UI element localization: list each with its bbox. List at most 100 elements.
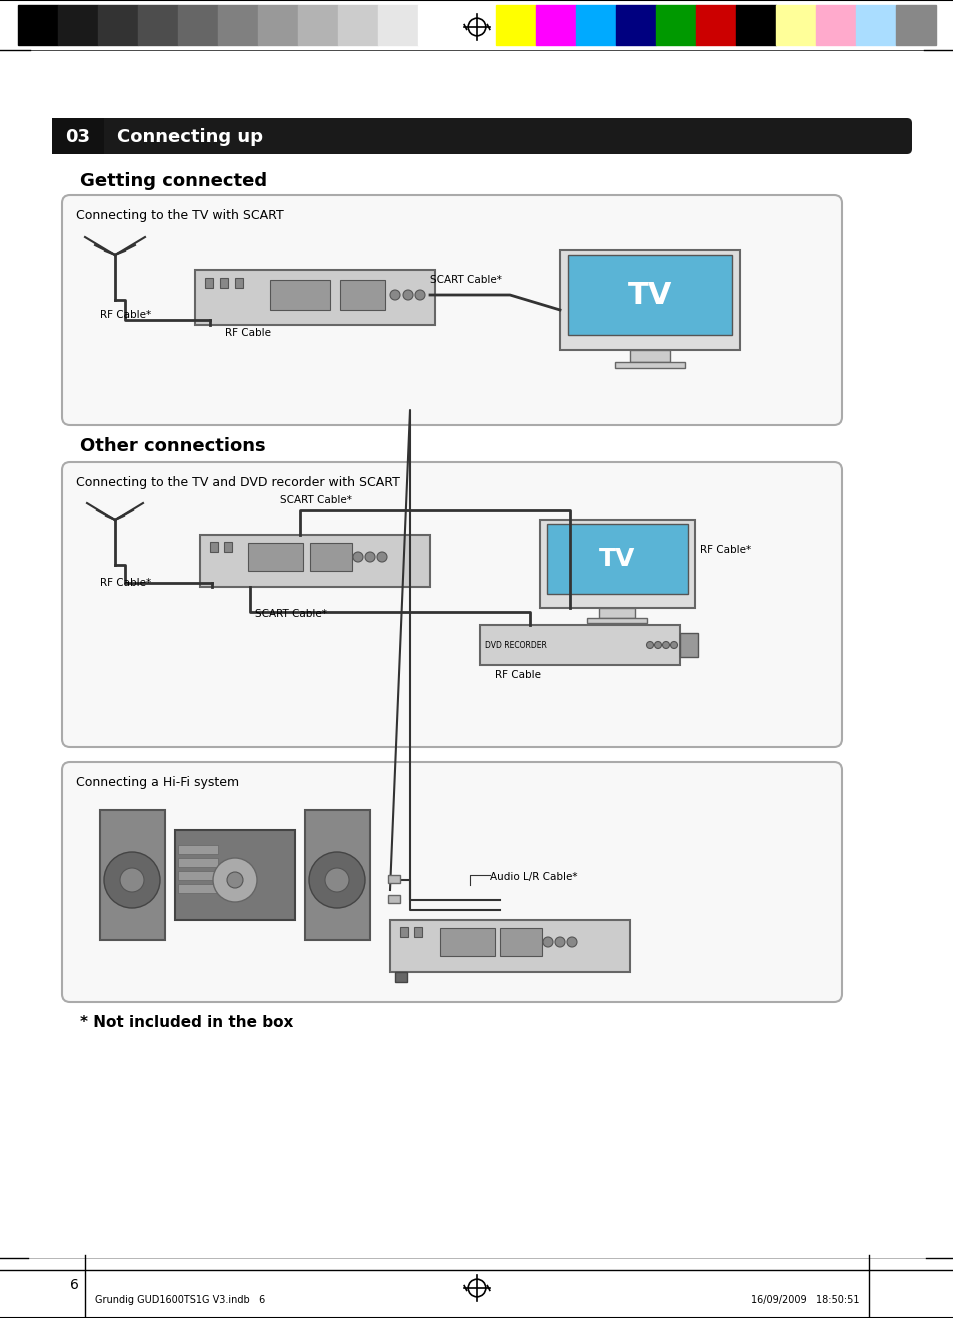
Bar bbox=[615, 362, 684, 368]
Bar bbox=[388, 875, 399, 883]
Circle shape bbox=[415, 290, 424, 301]
Bar bbox=[377, 5, 417, 45]
Text: 16/09/2009   18:50:51: 16/09/2009 18:50:51 bbox=[751, 1296, 859, 1305]
Bar bbox=[194, 270, 435, 326]
Bar bbox=[616, 5, 656, 45]
Bar bbox=[388, 895, 399, 903]
Text: RF Cable: RF Cable bbox=[225, 328, 271, 337]
Text: * Not included in the box: * Not included in the box bbox=[80, 1015, 294, 1029]
Text: Connecting up: Connecting up bbox=[117, 128, 263, 146]
Circle shape bbox=[390, 290, 399, 301]
Bar bbox=[138, 5, 178, 45]
Bar bbox=[536, 5, 576, 45]
Text: Connecting to the TV with SCART: Connecting to the TV with SCART bbox=[76, 210, 283, 221]
Bar bbox=[855, 5, 895, 45]
Circle shape bbox=[654, 642, 660, 648]
Circle shape bbox=[213, 858, 256, 902]
Text: 03: 03 bbox=[66, 128, 91, 146]
Bar bbox=[234, 278, 243, 289]
Bar bbox=[178, 845, 218, 854]
Bar bbox=[399, 927, 408, 937]
Circle shape bbox=[555, 937, 564, 948]
Bar bbox=[546, 525, 687, 594]
Bar bbox=[98, 5, 138, 45]
Bar bbox=[305, 811, 370, 940]
Bar bbox=[257, 5, 297, 45]
FancyBboxPatch shape bbox=[62, 195, 841, 424]
Text: TV: TV bbox=[598, 547, 635, 571]
Bar bbox=[656, 5, 696, 45]
Text: RF Cable*: RF Cable* bbox=[100, 579, 151, 588]
Bar bbox=[735, 5, 775, 45]
Bar bbox=[559, 250, 740, 351]
Text: TV: TV bbox=[627, 281, 672, 310]
Bar bbox=[200, 535, 430, 587]
Bar bbox=[339, 279, 385, 310]
Bar bbox=[210, 542, 218, 552]
Text: 6: 6 bbox=[70, 1278, 79, 1292]
Bar bbox=[576, 5, 616, 45]
Bar bbox=[178, 5, 218, 45]
Circle shape bbox=[542, 937, 553, 948]
Text: Other connections: Other connections bbox=[80, 438, 265, 455]
Circle shape bbox=[402, 290, 413, 301]
Circle shape bbox=[661, 642, 669, 648]
Bar bbox=[390, 920, 629, 971]
Bar bbox=[58, 5, 98, 45]
Text: Connecting a Hi-Fi system: Connecting a Hi-Fi system bbox=[76, 776, 239, 789]
Bar bbox=[297, 5, 337, 45]
Circle shape bbox=[646, 642, 653, 648]
Bar bbox=[220, 278, 228, 289]
Circle shape bbox=[566, 937, 577, 948]
Circle shape bbox=[353, 552, 363, 561]
Bar bbox=[414, 927, 421, 937]
Text: RF Cable*: RF Cable* bbox=[700, 546, 750, 555]
Text: SCART Cable*: SCART Cable* bbox=[430, 275, 501, 285]
Text: RF Cable*: RF Cable* bbox=[100, 310, 151, 320]
Bar bbox=[52, 119, 104, 154]
FancyBboxPatch shape bbox=[62, 762, 841, 1002]
Circle shape bbox=[120, 869, 144, 892]
Bar bbox=[178, 884, 218, 894]
Text: Connecting to the TV and DVD recorder with SCART: Connecting to the TV and DVD recorder wi… bbox=[76, 476, 399, 489]
Bar bbox=[679, 633, 698, 656]
Text: DVD RECORDER: DVD RECORDER bbox=[484, 641, 546, 650]
Bar bbox=[775, 5, 815, 45]
Bar bbox=[178, 858, 218, 867]
Text: Grundig GUD1600TS1G V3.indb   6: Grundig GUD1600TS1G V3.indb 6 bbox=[95, 1296, 265, 1305]
Bar bbox=[178, 871, 218, 880]
Bar bbox=[417, 5, 457, 45]
Bar bbox=[496, 5, 536, 45]
Bar bbox=[598, 608, 635, 618]
Circle shape bbox=[376, 552, 387, 561]
Bar bbox=[629, 351, 669, 362]
Bar bbox=[248, 543, 303, 571]
Bar bbox=[586, 618, 646, 623]
Text: Getting connected: Getting connected bbox=[80, 173, 267, 190]
Bar bbox=[895, 5, 935, 45]
FancyBboxPatch shape bbox=[62, 463, 841, 747]
Bar bbox=[567, 254, 731, 335]
Text: SCART Cable*: SCART Cable* bbox=[254, 609, 327, 619]
Bar bbox=[205, 278, 213, 289]
Text: RF Cable: RF Cable bbox=[495, 670, 540, 680]
Bar bbox=[539, 521, 695, 608]
Text: SCART Cable*: SCART Cable* bbox=[280, 496, 352, 505]
Bar bbox=[224, 542, 232, 552]
Bar bbox=[100, 811, 165, 940]
Bar bbox=[439, 928, 495, 956]
Bar bbox=[218, 5, 257, 45]
Bar bbox=[499, 928, 541, 956]
Circle shape bbox=[104, 851, 160, 908]
Bar bbox=[815, 5, 855, 45]
FancyBboxPatch shape bbox=[52, 119, 911, 154]
Bar bbox=[395, 971, 407, 982]
Text: Audio L/R Cable*: Audio L/R Cable* bbox=[490, 873, 577, 882]
Circle shape bbox=[227, 873, 243, 888]
Bar bbox=[174, 830, 294, 920]
Circle shape bbox=[365, 552, 375, 561]
Circle shape bbox=[325, 869, 349, 892]
Bar bbox=[310, 543, 352, 571]
Bar bbox=[696, 5, 735, 45]
Bar bbox=[479, 625, 679, 666]
